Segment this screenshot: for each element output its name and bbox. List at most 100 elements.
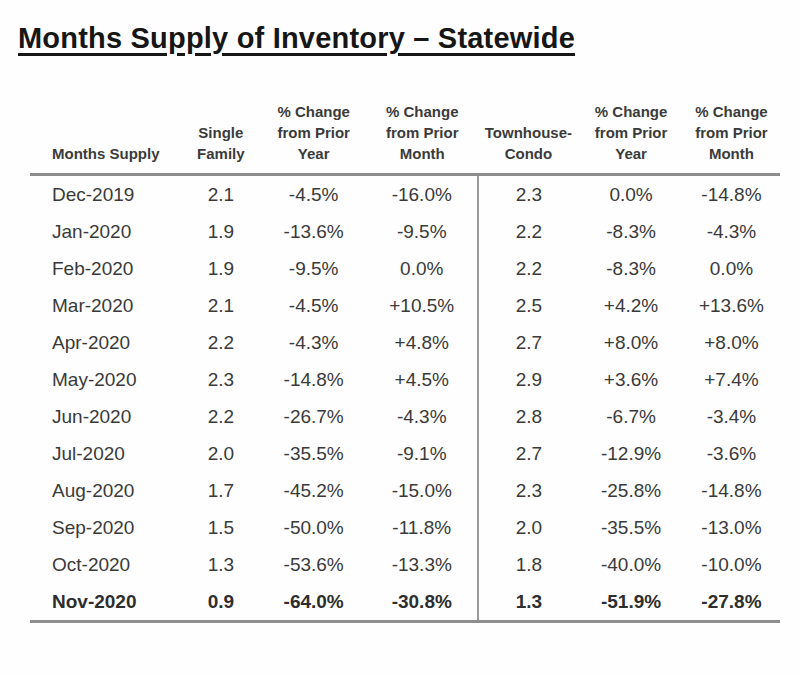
cell-single-family-value: 2.1	[181, 287, 260, 324]
header-sf-change-prior-year: % Change from Prior Year	[260, 101, 367, 175]
table-row: May-2020 2.3 -14.8% +4.5% 2.9 +3.6% +7.4…	[30, 361, 780, 398]
cell-single-family-value: 1.7	[181, 472, 260, 509]
cell-month: Jul-2020	[30, 435, 181, 472]
table-row: Aug-2020 1.7 -45.2% -15.0% 2.3 -25.8% -1…	[30, 472, 780, 509]
cell-tc-change-prior-month: -14.8%	[683, 175, 780, 214]
cell-sf-change-prior-year: -50.0%	[260, 509, 367, 546]
cell-sf-change-prior-month: -9.1%	[367, 435, 478, 472]
cell-month: Jan-2020	[30, 213, 181, 250]
cell-townhouse-condo-value: 2.5	[478, 287, 580, 324]
table-row: Sep-2020 1.5 -50.0% -11.8% 2.0 -35.5% -1…	[30, 509, 780, 546]
cell-month: Sep-2020	[30, 509, 181, 546]
cell-sf-change-prior-year: -45.2%	[260, 472, 367, 509]
cell-tc-change-prior-year: +4.2%	[579, 287, 683, 324]
cell-month: Dec-2019	[30, 175, 181, 214]
cell-tc-change-prior-year: -12.9%	[579, 435, 683, 472]
cell-tc-change-prior-month: -27.8%	[683, 583, 780, 622]
cell-tc-change-prior-month: +7.4%	[683, 361, 780, 398]
cell-month: Apr-2020	[30, 324, 181, 361]
cell-month: Nov-2020	[30, 583, 181, 622]
cell-tc-change-prior-month: +13.6%	[683, 287, 780, 324]
cell-townhouse-condo-value: 2.7	[478, 435, 580, 472]
cell-single-family-value: 2.2	[181, 398, 260, 435]
header-months-supply: Months Supply	[30, 101, 181, 175]
cell-sf-change-prior-year: -4.5%	[260, 287, 367, 324]
header-sf-change-prior-month: % Change from Prior Month	[367, 101, 478, 175]
cell-tc-change-prior-year: -6.7%	[579, 398, 683, 435]
cell-townhouse-condo-value: 2.2	[478, 213, 580, 250]
table-row: Dec-2019 2.1 -4.5% -16.0% 2.3 0.0% -14.8…	[30, 175, 780, 214]
cell-single-family-value: 2.2	[181, 324, 260, 361]
cell-month: Feb-2020	[30, 250, 181, 287]
cell-single-family-value: 1.9	[181, 250, 260, 287]
cell-tc-change-prior-month: -4.3%	[683, 213, 780, 250]
cell-sf-change-prior-month: +4.8%	[367, 324, 478, 361]
cell-tc-change-prior-month: 0.0%	[683, 250, 780, 287]
header-row: Months Supply Single Family % Change fro…	[30, 101, 780, 175]
cell-month: May-2020	[30, 361, 181, 398]
cell-tc-change-prior-year: -51.9%	[579, 583, 683, 622]
cell-sf-change-prior-year: -35.5%	[260, 435, 367, 472]
cell-sf-change-prior-month: -15.0%	[367, 472, 478, 509]
cell-sf-change-prior-month: +4.5%	[367, 361, 478, 398]
cell-sf-change-prior-month: -9.5%	[367, 213, 478, 250]
cell-tc-change-prior-year: -25.8%	[579, 472, 683, 509]
cell-sf-change-prior-year: -9.5%	[260, 250, 367, 287]
cell-tc-change-prior-month: -13.0%	[683, 509, 780, 546]
cell-sf-change-prior-month: 0.0%	[367, 250, 478, 287]
cell-sf-change-prior-year: -14.8%	[260, 361, 367, 398]
page-title: Months Supply of Inventory – Statewide	[18, 22, 780, 55]
cell-single-family-value: 0.9	[181, 583, 260, 622]
cell-tc-change-prior-month: -3.6%	[683, 435, 780, 472]
months-supply-table: Months Supply Single Family % Change fro…	[30, 101, 780, 623]
cell-townhouse-condo-value: 2.9	[478, 361, 580, 398]
cell-townhouse-condo-value: 1.8	[478, 546, 580, 583]
cell-tc-change-prior-year: -8.3%	[579, 250, 683, 287]
cell-month: Aug-2020	[30, 472, 181, 509]
header-townhouse-condo: Townhouse- Condo	[478, 101, 580, 175]
cell-townhouse-condo-value: 2.3	[478, 175, 580, 214]
cell-tc-change-prior-year: +3.6%	[579, 361, 683, 398]
cell-sf-change-prior-year: -53.6%	[260, 546, 367, 583]
cell-townhouse-condo-value: 2.7	[478, 324, 580, 361]
table-row: Jul-2020 2.0 -35.5% -9.1% 2.7 -12.9% -3.…	[30, 435, 780, 472]
cell-sf-change-prior-month: -13.3%	[367, 546, 478, 583]
cell-sf-change-prior-month: -4.3%	[367, 398, 478, 435]
table-row: Jun-2020 2.2 -26.7% -4.3% 2.8 -6.7% -3.4…	[30, 398, 780, 435]
cell-tc-change-prior-year: -40.0%	[579, 546, 683, 583]
cell-townhouse-condo-value: 2.0	[478, 509, 580, 546]
table-row: Oct-2020 1.3 -53.6% -13.3% 1.8 -40.0% -1…	[30, 546, 780, 583]
header-tc-change-prior-month: % Change from Prior Month	[683, 101, 780, 175]
table-row: Mar-2020 2.1 -4.5% +10.5% 2.5 +4.2% +13.…	[30, 287, 780, 324]
cell-sf-change-prior-year: -4.3%	[260, 324, 367, 361]
cell-tc-change-prior-year: +8.0%	[579, 324, 683, 361]
cell-tc-change-prior-year: 0.0%	[579, 175, 683, 214]
table-row: Nov-2020 0.9 -64.0% -30.8% 1.3 -51.9% -2…	[30, 583, 780, 622]
cell-tc-change-prior-month: -3.4%	[683, 398, 780, 435]
cell-sf-change-prior-month: +10.5%	[367, 287, 478, 324]
cell-townhouse-condo-value: 2.2	[478, 250, 580, 287]
cell-townhouse-condo-value: 1.3	[478, 583, 580, 622]
cell-single-family-value: 2.1	[181, 175, 260, 214]
cell-sf-change-prior-year: -64.0%	[260, 583, 367, 622]
cell-sf-change-prior-month: -16.0%	[367, 175, 478, 214]
header-single-family: Single Family	[181, 101, 260, 175]
cell-single-family-value: 1.5	[181, 509, 260, 546]
cell-sf-change-prior-month: -30.8%	[367, 583, 478, 622]
cell-single-family-value: 1.9	[181, 213, 260, 250]
table-row: Jan-2020 1.9 -13.6% -9.5% 2.2 -8.3% -4.3…	[30, 213, 780, 250]
cell-sf-change-prior-year: -13.6%	[260, 213, 367, 250]
cell-tc-change-prior-month: -10.0%	[683, 546, 780, 583]
table-body: Dec-2019 2.1 -4.5% -16.0% 2.3 0.0% -14.8…	[30, 175, 780, 622]
cell-month: Jun-2020	[30, 398, 181, 435]
cell-townhouse-condo-value: 2.3	[478, 472, 580, 509]
cell-month: Oct-2020	[30, 546, 181, 583]
header-tc-change-prior-year: % Change from Prior Year	[579, 101, 683, 175]
cell-single-family-value: 2.3	[181, 361, 260, 398]
cell-tc-change-prior-month: +8.0%	[683, 324, 780, 361]
report-page: Months Supply of Inventory – Statewide M…	[0, 0, 800, 674]
cell-sf-change-prior-year: -4.5%	[260, 175, 367, 214]
table-row: Apr-2020 2.2 -4.3% +4.8% 2.7 +8.0% +8.0%	[30, 324, 780, 361]
cell-single-family-value: 1.3	[181, 546, 260, 583]
cell-tc-change-prior-month: -14.8%	[683, 472, 780, 509]
